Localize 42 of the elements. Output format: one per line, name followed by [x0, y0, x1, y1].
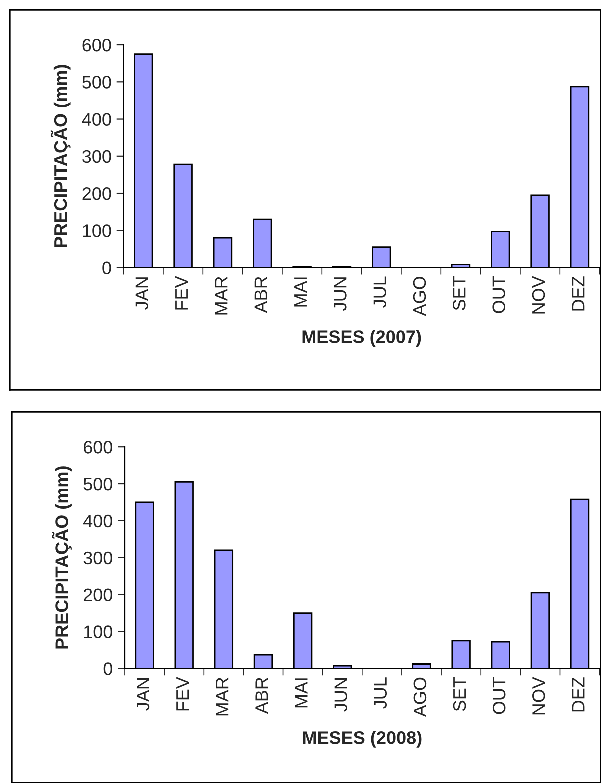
y-tick-label: 200	[82, 187, 112, 200]
x-tick-label: NOV	[532, 677, 546, 715]
y-tick-label: 500	[82, 76, 112, 89]
x-tick-label: ABR	[254, 276, 268, 314]
y-tick-label: 100	[83, 224, 112, 238]
y-tick-label: 300	[82, 150, 112, 164]
x-tick-label: JUN	[334, 278, 347, 311]
y-tick-label: 200	[84, 588, 112, 602]
y-tick-label: 100	[84, 626, 112, 638]
y-tick-label: 300	[84, 552, 112, 565]
x-tick-label: JUL	[374, 678, 388, 709]
y-tick-label: 500	[84, 478, 112, 491]
x-tick-label: OUT	[492, 276, 506, 314]
y-tick-label: 600	[82, 38, 112, 52]
y-tick-label: 600	[84, 441, 112, 454]
x-tick-label: ABR	[256, 678, 268, 714]
x-tick-label: SET	[453, 677, 466, 712]
x-tick-label: SET	[453, 276, 466, 310]
x-tick-label: JAN	[136, 278, 148, 310]
x-tick-label: DEZ	[572, 678, 585, 712]
x-axis-title: MESES (2007)	[302, 330, 422, 347]
x-tick-label: MAR	[216, 678, 229, 716]
x-tick-label: MAI	[294, 278, 307, 307]
x-tick-label: OUT	[492, 677, 506, 714]
x-tick-label: AGO	[413, 276, 426, 316]
y-tick-label: 400	[83, 514, 112, 528]
y-tick-label: 400	[82, 113, 112, 126]
y-tick-label: 0	[104, 662, 112, 676]
y-axis-title: PRECIPITAÇÃO (mm)	[52, 466, 72, 649]
x-tick-label: NOV	[532, 276, 546, 314]
x-tick-label: JUL	[374, 276, 386, 308]
x-tick-label: AGO	[414, 678, 427, 718]
x-tick-label: MAI	[295, 678, 308, 708]
x-tick-label: FEV	[176, 276, 188, 310]
x-axis-title: MESES (2008)	[303, 731, 422, 748]
x-tick-label: FEV	[176, 677, 190, 711]
x-tick-label: JUN	[334, 678, 348, 712]
x-tick-label: MAR	[215, 276, 228, 315]
y-axis-title: PRECIPITAÇÃO (mm)	[50, 65, 71, 248]
y-tick-label: 0	[102, 262, 112, 275]
x-tick-label: DEZ	[572, 276, 585, 311]
x-tick-label: JAN	[137, 678, 150, 711]
